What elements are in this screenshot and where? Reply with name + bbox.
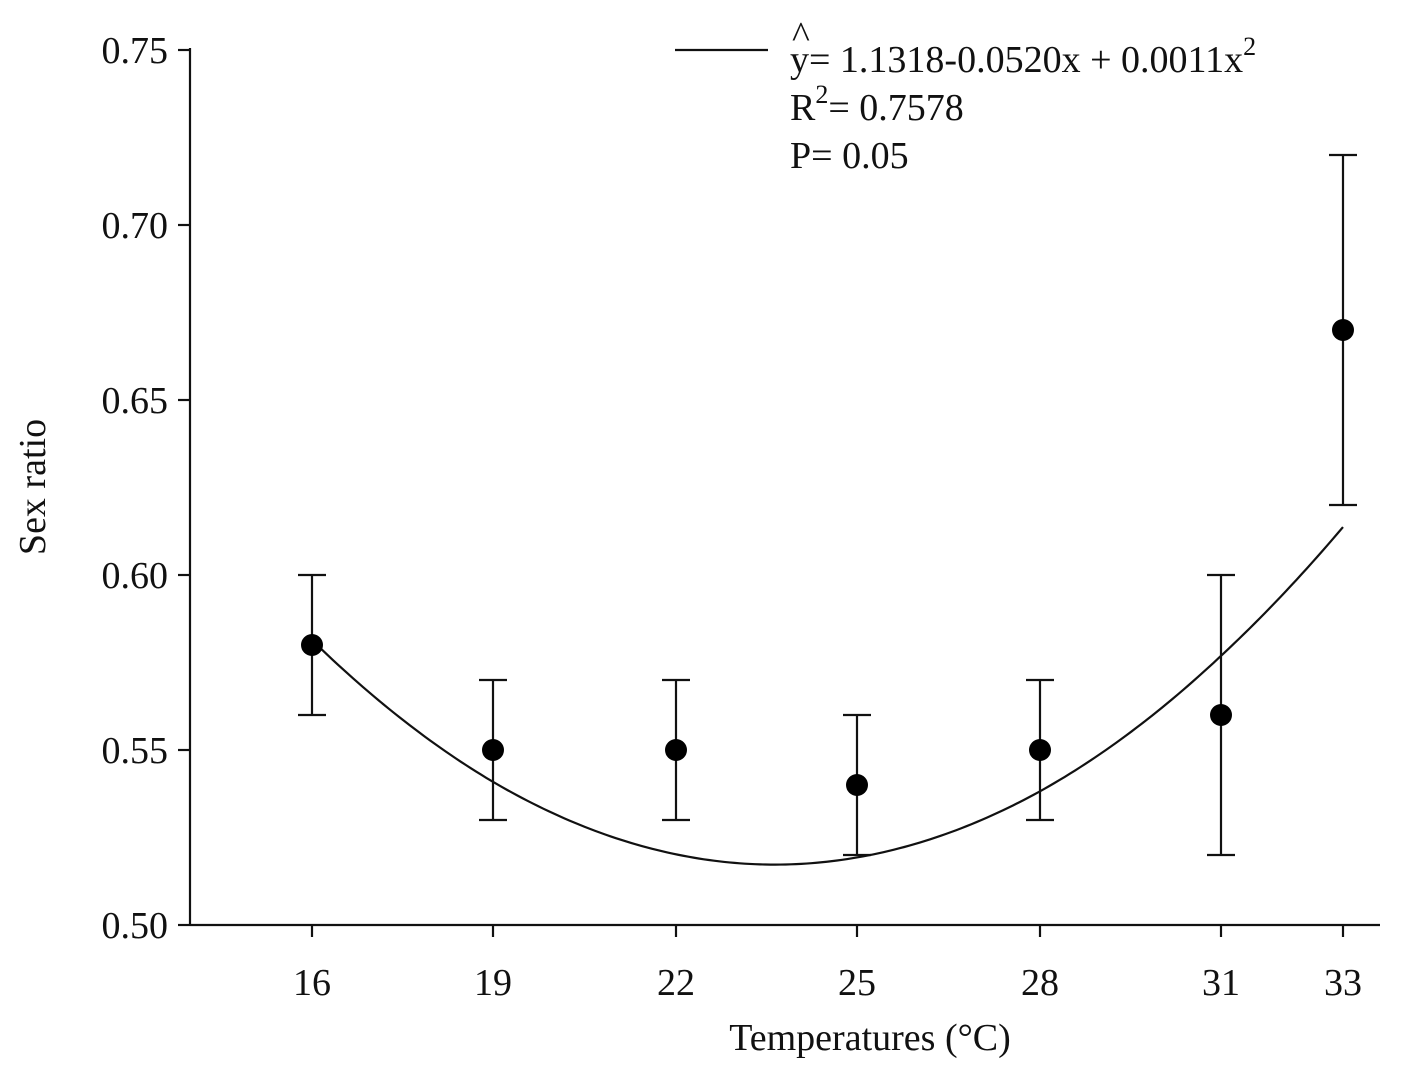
x-tick-label: 22 xyxy=(657,962,695,1004)
data-point xyxy=(1332,319,1354,341)
x-tick-label: 19 xyxy=(474,962,512,1004)
x-ticks: 16 19 22 25 28 31 33 xyxy=(293,925,1362,1004)
y-tick-label: 0.70 xyxy=(102,205,169,247)
y-tick-label: 0.60 xyxy=(102,555,169,597)
data-point xyxy=(846,774,868,796)
y-tick-label: 0.65 xyxy=(102,380,169,422)
fit-curve xyxy=(311,526,1344,866)
legend: y= 1.1318-0.0520x + 0.0011x2 ^ R2= 0.757… xyxy=(675,15,1256,177)
data-points xyxy=(301,319,1354,796)
x-tick-label: 31 xyxy=(1202,962,1240,1004)
legend-equation-text: = 1.1318-0.0520x + 0.0011x xyxy=(809,39,1243,81)
fit-curve-group xyxy=(311,526,1344,866)
legend-p-value: P= 0.05 xyxy=(790,135,909,177)
x-tick-label: 33 xyxy=(1324,962,1362,1004)
legend-r2-exponent: 2 xyxy=(815,80,828,109)
y-tick-label: 0.55 xyxy=(102,730,169,772)
axes xyxy=(188,48,1380,927)
data-point xyxy=(301,634,323,656)
x-tick-label: 28 xyxy=(1021,962,1059,1004)
legend-equation: y= 1.1318-0.0520x + 0.0011x2 xyxy=(790,32,1256,81)
x-axis-title: Temperatures (°C) xyxy=(729,1017,1011,1059)
legend-r2-value: = 0.7578 xyxy=(828,87,963,129)
legend-equation-exponent: 2 xyxy=(1243,32,1256,61)
y-ticks: 0.50 0.55 0.60 0.65 0.70 0.75 xyxy=(102,30,190,947)
y-tick-label: 0.75 xyxy=(102,30,169,72)
x-tick-label: 25 xyxy=(838,962,876,1004)
data-point xyxy=(665,739,687,761)
legend-r-squared: R2= 0.7578 xyxy=(790,80,964,129)
legend-r2-prefix: R xyxy=(790,87,816,129)
x-tick-label: 16 xyxy=(293,962,331,1004)
data-point xyxy=(1210,704,1232,726)
legend-equation-symbol: y xyxy=(790,39,809,81)
data-point xyxy=(482,739,504,761)
data-point xyxy=(1029,739,1051,761)
legend-equation-hat: ^ xyxy=(792,15,810,57)
y-tick-label: 0.50 xyxy=(102,905,169,947)
y-axis-title: Sex ratio xyxy=(12,419,54,555)
error-bars xyxy=(298,153,1357,857)
